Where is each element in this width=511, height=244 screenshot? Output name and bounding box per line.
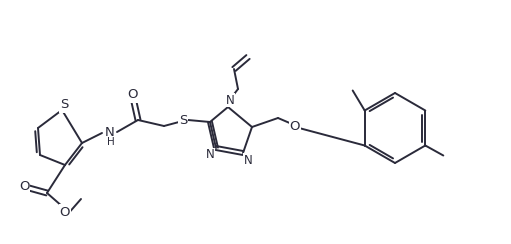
Text: S: S (60, 99, 68, 112)
Text: O: O (128, 89, 138, 102)
Text: N: N (244, 153, 252, 166)
Text: H: H (107, 137, 115, 147)
Text: O: O (19, 181, 29, 193)
Text: O: O (60, 205, 70, 218)
Text: N: N (205, 149, 215, 162)
Text: N: N (226, 93, 235, 106)
Text: N: N (105, 126, 115, 140)
Text: S: S (179, 113, 187, 126)
Text: O: O (290, 120, 300, 132)
